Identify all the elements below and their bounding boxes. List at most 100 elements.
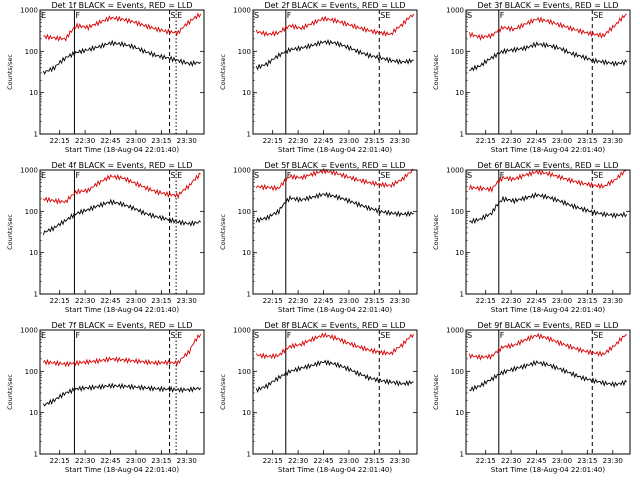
y-tick-label: 10 — [242, 89, 251, 97]
plot-frame — [465, 329, 631, 455]
series-events-black — [255, 191, 414, 224]
plot-frame — [252, 169, 418, 295]
y-tick-label: 1000 — [20, 167, 38, 175]
x-tick-label: 23:00 — [339, 137, 359, 145]
panel-title: Det 6f BLACK = Events, RED = LLD — [477, 161, 618, 170]
x-tick-label: 22:15 — [263, 457, 283, 465]
marker-label: SE — [593, 11, 603, 20]
y-tick-label: 1 — [247, 451, 251, 459]
y-axis-label: Counts/sec — [6, 374, 14, 410]
y-axis-label: Counts/sec — [219, 374, 227, 410]
y-tick-label: 1000 — [233, 167, 251, 175]
plot-frame — [252, 9, 418, 135]
series-events-black — [42, 198, 201, 236]
series-lld-red — [42, 172, 201, 205]
x-tick-label: 22:30 — [501, 297, 521, 305]
marker-label: F — [287, 171, 292, 180]
x-tick-label: 22:15 — [263, 297, 283, 305]
y-tick-label: 1000 — [233, 327, 251, 335]
x-tick-label: 22:45 — [526, 137, 546, 145]
marker-label: E — [177, 171, 182, 180]
y-tick-label: 10 — [242, 409, 251, 417]
marker-label: F — [75, 11, 80, 20]
series-lld-red — [255, 167, 414, 192]
y-tick-label: 1000 — [20, 327, 38, 335]
x-axis-label: Start Time (18-Aug-04 22:01:40) — [65, 146, 179, 154]
panel-title: Det 7f BLACK = Events, RED = LLD — [51, 321, 192, 330]
y-tick-label: 1000 — [446, 7, 464, 15]
x-tick-label: 22:30 — [288, 297, 308, 305]
series-events-black — [42, 39, 202, 75]
y-tick-label: 1000 — [20, 7, 38, 15]
x-tick-label: 22:45 — [313, 457, 333, 465]
x-tick-label: 23:00 — [126, 137, 146, 145]
x-tick-label: 22:15 — [263, 137, 283, 145]
marker-label: F — [500, 171, 505, 180]
y-tick-label: 100 — [238, 48, 251, 56]
x-tick-label: 23:30 — [390, 297, 410, 305]
y-axis-label: Counts/sec — [6, 214, 14, 250]
y-tick-label: 10 — [29, 89, 38, 97]
plot-frame — [39, 169, 205, 295]
y-tick-label: 10 — [455, 249, 464, 257]
marker-label: S — [171, 171, 176, 180]
y-tick-label: 1 — [34, 291, 38, 299]
x-tick-label: 22:30 — [501, 457, 521, 465]
series-events-black — [255, 359, 414, 394]
panel-det-4: Det 4f BLACK = Events, RED = LLD Counts/s… — [6, 161, 205, 314]
x-tick-label: 23:30 — [603, 137, 623, 145]
panel-det-5: Det 5f BLACK = Events, RED = LLD Counts/s… — [219, 161, 418, 314]
series-lld-red — [468, 13, 627, 41]
marker-label: SE — [380, 171, 390, 180]
x-tick-label: 23:30 — [177, 297, 197, 305]
series-lld-red — [255, 13, 415, 38]
x-axis-label: Start Time (18-Aug-04 22:01:40) — [65, 306, 179, 314]
x-tick-label: 23:00 — [339, 457, 359, 465]
panel-title: Det 5f BLACK = Events, RED = LLD — [264, 161, 405, 170]
marker-label: SE — [380, 331, 390, 340]
y-tick-label: 10 — [455, 409, 464, 417]
x-tick-label: 22:30 — [288, 457, 308, 465]
marker-label: S — [171, 331, 176, 340]
x-tick-label: 23:15 — [151, 457, 171, 465]
plot-frame — [39, 329, 205, 455]
marker-label: E — [41, 11, 46, 20]
x-tick-label: 22:15 — [50, 457, 70, 465]
y-tick-label: 100 — [25, 48, 38, 56]
marker-label: F — [75, 171, 80, 180]
x-axis-label: Start Time (18-Aug-04 22:01:40) — [278, 466, 392, 474]
marker-label: S — [254, 11, 259, 20]
x-tick-label: 22:45 — [526, 297, 546, 305]
x-tick-label: 22:15 — [50, 137, 70, 145]
x-tick-label: 22:45 — [100, 457, 120, 465]
y-tick-label: 1 — [247, 291, 251, 299]
x-tick-label: 23:30 — [603, 457, 623, 465]
x-tick-label: 23:15 — [577, 137, 597, 145]
y-axis-label: Counts/sec — [219, 214, 227, 250]
marker-label: SE — [593, 171, 603, 180]
marker-label: F — [75, 331, 80, 340]
y-axis-label: Counts/sec — [432, 214, 440, 250]
x-tick-label: 22:15 — [476, 457, 496, 465]
panel-title: Det 3f BLACK = Events, RED = LLD — [477, 1, 618, 10]
panel-det-7: Det 7f BLACK = Events, RED = LLD Counts/s… — [6, 321, 205, 474]
marker-label: E — [41, 171, 46, 180]
x-axis-label: Start Time (18-Aug-04 22:01:40) — [491, 306, 605, 314]
panel-det-2: Det 2f BLACK = Events, RED = LLD Counts/s… — [219, 1, 418, 154]
x-tick-label: 23:30 — [177, 137, 197, 145]
x-tick-label: 22:30 — [75, 457, 95, 465]
x-tick-label: 23:00 — [552, 137, 572, 145]
x-tick-label: 23:15 — [364, 457, 384, 465]
marker-label: F — [287, 11, 292, 20]
y-axis-label: Counts/sec — [432, 54, 440, 90]
x-tick-label: 22:45 — [100, 297, 120, 305]
panel-det-3: Det 3f BLACK = Events, RED = LLD Counts/s… — [432, 1, 631, 154]
x-tick-label: 23:15 — [364, 297, 384, 305]
x-tick-label: 22:45 — [313, 137, 333, 145]
y-tick-label: 100 — [238, 368, 251, 376]
y-tick-label: 10 — [455, 89, 464, 97]
x-tick-label: 22:30 — [75, 137, 95, 145]
plot-frame — [39, 9, 205, 135]
marker-label: SE — [593, 331, 603, 340]
marker-label: SE — [380, 11, 390, 20]
